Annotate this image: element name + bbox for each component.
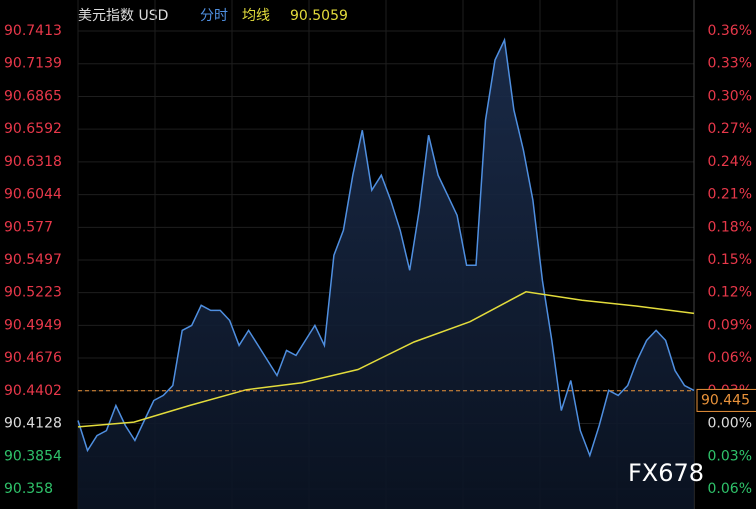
y2-tick-label: 0.06% [708, 350, 752, 366]
y-tick-label: 90.5223 [4, 285, 62, 301]
y2-tick-label: 0.06% [708, 481, 752, 497]
y-tick-label: 90.6592 [4, 121, 62, 137]
price-box-label: 90.445 [701, 392, 750, 408]
area [78, 40, 694, 509]
price-box [696, 388, 756, 412]
y-tick-label: 90.3854 [4, 448, 62, 464]
y2-tick-label: 0.03% [708, 448, 752, 464]
avg-label: 均线 [242, 8, 270, 24]
avg-value: 90.5059 [290, 8, 348, 24]
plot [77, 37, 695, 509]
y2-tick-label: 0.36% [708, 23, 752, 39]
avg-line [77, 291, 695, 428]
y-tick-label: 90.6318 [4, 154, 62, 170]
y-tick-label: 90.6865 [4, 88, 62, 104]
y-tick-label: 90.4676 [4, 350, 62, 366]
y2-tick-label: 0.09% [708, 317, 752, 333]
y-tick-label: 90.4402 [4, 383, 62, 399]
y-tick-label: 90.7139 [4, 56, 62, 72]
y-tick-label: 90.358 [4, 481, 53, 497]
y-tick-label: 90.577 [4, 219, 53, 235]
y-tick-label: 90.4128 [4, 416, 62, 432]
watermark: FX678 [628, 459, 704, 487]
y2-tick-label: 0.18% [708, 219, 752, 235]
y-tick-label: 90.4949 [4, 317, 62, 333]
mode-label: 分时 [200, 8, 228, 24]
y-tick-label: 90.5497 [4, 252, 62, 268]
y-tick-label: 90.6044 [4, 187, 62, 203]
y2-tick-label: 0.21% [708, 187, 752, 203]
y2-tick-label: 0.00% [708, 416, 752, 432]
y2-tick-label: 0.15% [708, 252, 752, 268]
y2-tick-label: 0.24% [708, 154, 752, 170]
y2-tick-label: 0.12% [708, 285, 752, 301]
chart-title: 美元指数 USD [78, 8, 168, 24]
y2-tick-label: 0.30% [708, 88, 752, 104]
labels: 90.7413 90.7139 90.6865 90.6592 90.6318 90.60… [4, 23, 756, 497]
price-line [77, 37, 695, 458]
y2-tick-label: 0.27% [708, 121, 752, 137]
y2-tick-label: 0.33% [708, 56, 752, 72]
y-tick-label: 90.7413 [4, 23, 62, 39]
